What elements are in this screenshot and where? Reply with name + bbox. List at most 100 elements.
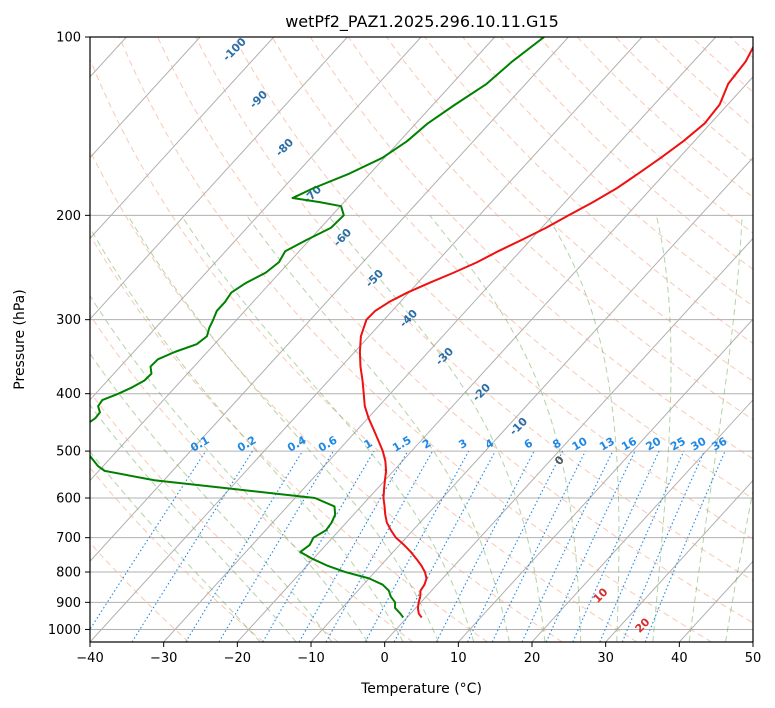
y-tick-label: 1000: [48, 623, 81, 638]
isotherm-gridline: [90, 37, 275, 240]
dewpoint-profile-line: [90, 37, 545, 619]
mixing-ratio-line: [90, 450, 207, 631]
dry-adiabat-line: [195, 37, 753, 582]
y-tick-label: 300: [56, 313, 81, 328]
dry-adiabat-line: [691, 37, 753, 93]
mixing-ratio-line: [218, 450, 334, 642]
moist-adiabat-line: [90, 294, 369, 642]
mixing-ratio-label: 1: [362, 437, 375, 452]
moist-adiabat-line: [246, 215, 510, 642]
mixing-ratio-line: [621, 450, 705, 642]
x-tick-label: −10: [297, 651, 324, 666]
dry-adiabat-label: -30: [433, 345, 456, 368]
mixing-ratio-line: [491, 450, 586, 642]
x-tick-label: 20: [524, 651, 541, 666]
y-tick-label: 900: [56, 596, 81, 611]
isotherm-gridline: [236, 76, 753, 642]
dry-adiabat-line: [118, 37, 712, 642]
dry-adiabat-label: -10: [507, 415, 530, 438]
plot-area: 0.1 0.2 0.4 0.6 1 1.5 2 3 4 6 8 10 13 16 20 25 30 36-100-…: [90, 35, 775, 695]
moist-adiabat-line: [429, 215, 582, 642]
x-axis-label: Temperature (°C): [360, 681, 482, 697]
isotherm-gridline: [163, 37, 717, 642]
dry-adiabat-line: [157, 37, 753, 624]
x-tick-label: 40: [671, 651, 688, 666]
x-tick-label: −40: [76, 651, 103, 666]
moist-adiabat-line: [652, 215, 672, 642]
isotherm-gridline: [90, 37, 643, 642]
y-tick-label: 700: [56, 531, 81, 546]
mixing-ratio-label: 6: [522, 436, 535, 451]
dry-adiabat-line: [576, 37, 753, 198]
dry-adiabat-label: -90: [247, 88, 270, 111]
moist-adiabat-line: [180, 215, 475, 642]
chart-title: wetPf2_PAZ1.2025.296.10.11.G15: [285, 12, 559, 32]
x-tick-label: 30: [597, 651, 614, 666]
mixing-ratio-line: [644, 450, 726, 642]
isotherm-gridline: [90, 37, 496, 482]
isotherm-gridline: [384, 237, 753, 642]
x-tick-label: −30: [150, 651, 177, 666]
isotherm-gridline: [90, 37, 569, 563]
y-tick-label: 600: [56, 492, 81, 507]
dry-adiabat-label: -40: [397, 307, 420, 330]
dry-adiabat-line: [386, 37, 753, 382]
mixing-ratio-line: [521, 450, 614, 642]
dry-adiabat-line: [768, 37, 775, 642]
temperature-profile-line: [358, 45, 753, 619]
moist-adiabat-line: [127, 215, 439, 642]
mixing-ratio-line: [185, 450, 304, 642]
dry-adiabat-line: [90, 149, 563, 642]
isotherm-gridline: [605, 479, 753, 642]
mixing-ratio-line: [325, 450, 434, 642]
plot-frame: [89, 36, 754, 643]
mixing-ratio-label: 8: [550, 437, 563, 452]
moist-adiabat-line: [90, 450, 261, 642]
mixing-ratio-line: [467, 450, 564, 642]
dry-adiabat-label: -50: [363, 267, 386, 290]
dry-adiabat-line: [653, 37, 753, 128]
x-tick-label: 0: [381, 651, 389, 666]
mixing-ratio-label: 3: [456, 437, 469, 452]
isotherm-gridline: [752, 641, 753, 642]
mixing-ratio-line: [131, 450, 254, 642]
dry-adiabat-line: [90, 542, 190, 642]
isotherm-gridline: [531, 399, 753, 642]
moist-adiabat-line: [725, 488, 753, 642]
dry-adiabat-line: [347, 37, 753, 421]
dry-adiabat-line: [271, 37, 753, 500]
moist-adiabat-label: 20: [633, 615, 653, 635]
moist-adiabat-line: [90, 226, 404, 642]
dry-adiabat-label: -20: [470, 381, 493, 404]
y-tick-label: 500: [56, 445, 81, 460]
x-tick-label: −20: [224, 651, 251, 666]
y-tick-label: 400: [56, 387, 81, 402]
y-tick-label: 100: [56, 31, 81, 46]
y-axis-label: Pressure (hPa): [12, 289, 28, 389]
mixing-ratio-line: [364, 450, 470, 642]
mixing-ratio-line: [393, 450, 496, 642]
mixing-ratio-line: [545, 450, 636, 642]
dry-adiabat-line: [538, 37, 753, 234]
dry-adiabat-line: [233, 37, 753, 540]
moist-adiabat-label: 40: [722, 675, 742, 695]
mixing-ratio-line: [599, 450, 685, 642]
dry-adiabat-line: [90, 314, 414, 642]
isotherm-gridline: [457, 318, 753, 642]
dry-adiabat-label: -80: [273, 136, 296, 159]
dry-adiabat-line: [615, 37, 753, 163]
x-tick-label: 50: [745, 651, 762, 666]
dry-adiabat-label: -60: [331, 226, 354, 249]
mixing-ratio-line: [572, 450, 660, 642]
moist-adiabat-line: [688, 215, 743, 642]
isotherm-gridline: [90, 37, 422, 401]
y-tick-label: 200: [56, 209, 81, 224]
y-tick-label: 800: [56, 566, 81, 581]
isotherm-gridline: [90, 37, 348, 320]
dry-adiabat-label: -100: [220, 35, 249, 64]
dry-adiabat-line: [309, 37, 753, 460]
dry-adiabat-line: [90, 391, 339, 642]
mixing-ratio-line: [262, 450, 375, 642]
isotherm-gridline: [90, 37, 201, 159]
